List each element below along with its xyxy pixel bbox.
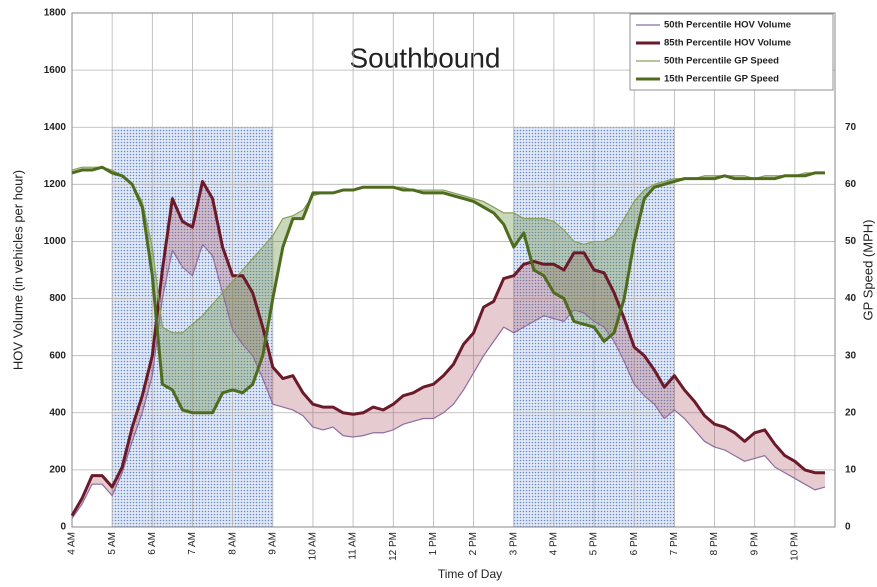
legend-label: 15th Percentile GP Speed [664,74,779,85]
line [71,243,826,519]
x-tick-label: 10 PM [789,532,800,561]
x-tick-label: 3 PM [508,532,519,555]
x-tick-label: 6 AM [147,532,158,555]
x-tick-label: 11 AM [348,532,359,560]
x-tick-label: 9 AM [267,532,278,555]
x-tick-label: 7 AM [187,532,198,555]
line [70,179,825,517]
y2-axis-label: GP Speed (MPH) [860,220,875,321]
y-tick-label: 0 [60,522,66,533]
y-tick-label: 200 [49,465,66,476]
legend-label: 85th Percentile HOV Volume [664,38,791,49]
x-tick-label: 8 PM [709,532,720,555]
y2-tick-label: 20 [845,407,857,418]
y-tick-label: 1400 [44,122,67,133]
line [71,165,825,415]
x-tick-label: 7 PM [669,532,680,555]
x-tick-label: 8 AM [227,532,238,555]
x-tick-label: 1 PM [428,532,439,555]
y-tick-label: 1600 [44,65,67,76]
legend-label: 50th Percentile HOV Volume [664,20,791,31]
x-tick-label: 5 AM [107,532,118,555]
x-tick-label: 9 PM [749,532,760,555]
x-tick-label: 6 PM [629,532,640,555]
y2-tick-label: 30 [845,350,857,361]
legend-box [629,13,834,91]
x-tick-label: 10 AM [308,532,319,560]
y-tick-label: 600 [49,350,66,361]
y2-tick-label: 70 [845,122,857,133]
y2-tick-label: 0 [845,522,851,533]
legend-label: 50th Percentile GP Speed [664,56,779,67]
y-tick-label: 800 [49,293,66,304]
x-axis-label: Time of Day [438,567,502,581]
y2-tick-label: 50 [845,236,857,247]
x-tick-label: 4 PM [549,532,560,555]
y2-tick-label: 40 [845,293,857,304]
y2-tick-label: 10 [845,465,857,476]
plot-frame [71,12,836,528]
y-tick-label: 1800 [44,8,67,19]
x-tick-label: 12 PM [388,532,399,561]
y-tick-label: 400 [49,407,66,418]
y-tick-label: 1200 [44,179,67,190]
x-tick-label: 4 AM [67,532,78,555]
x-tick-label: 5 PM [589,532,600,555]
x-tick-label: 2 PM [468,532,479,555]
y-tick-label: 1000 [44,236,67,247]
y2-tick-label: 60 [845,179,857,190]
chart-title: Southbound [349,42,500,73]
y-axis-label: HOV Volume (in vehicles per hour) [10,170,25,370]
